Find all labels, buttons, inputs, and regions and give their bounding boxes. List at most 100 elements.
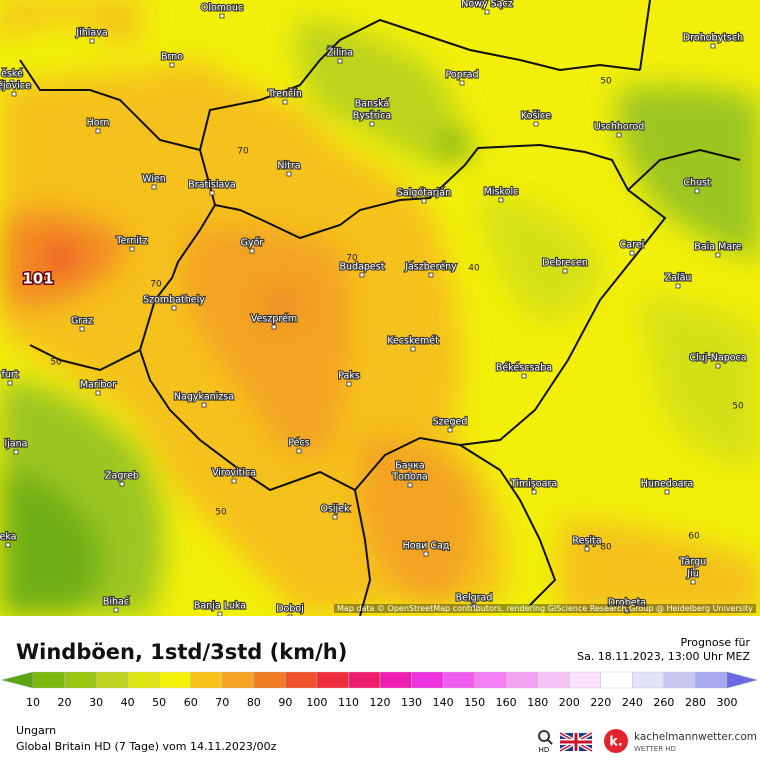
city-dot <box>715 252 721 258</box>
legend-label: 160 <box>496 696 517 709</box>
city-label: Nagykanizsa <box>174 392 234 403</box>
city-label: Košice <box>521 111 551 122</box>
city-label: furt <box>2 370 19 381</box>
city-label: Bratislava <box>188 180 235 191</box>
city-dot <box>209 190 215 196</box>
legend-swatch <box>632 671 665 689</box>
city-label: Бачка <box>395 461 425 472</box>
city-dot <box>584 546 590 552</box>
search-icon[interactable] <box>538 730 550 742</box>
city-label: Bystrica <box>353 111 391 122</box>
city-label: Wien <box>142 174 166 185</box>
search-icon-handle <box>547 739 553 745</box>
city-dot <box>447 427 453 433</box>
city-dot <box>407 471 413 477</box>
contour-label: 50 <box>600 77 612 87</box>
city-dot <box>287 614 293 616</box>
uk-flag[interactable] <box>559 731 593 753</box>
legend-label: 40 <box>121 696 135 709</box>
city-dot <box>410 346 416 352</box>
city-label: Horn <box>87 118 110 129</box>
city-dot <box>675 283 681 289</box>
city-dot <box>562 268 568 274</box>
legend-swatch <box>695 671 728 689</box>
legend-swatch <box>222 671 255 689</box>
city-label: ějovice <box>0 81 31 92</box>
city-label: Drobeta <box>608 598 646 609</box>
legend-label: 90 <box>278 696 292 709</box>
city-label: Poprad <box>446 70 479 81</box>
city-label: Salgótarján <box>397 188 451 199</box>
legend-label: 260 <box>653 696 674 709</box>
city-dot <box>521 373 527 379</box>
city-dot <box>9 79 15 85</box>
city-label: Pécs <box>288 438 309 449</box>
city-label: Carei <box>620 240 645 251</box>
legend-swatch <box>32 671 65 689</box>
city-label: Reșița <box>572 536 601 547</box>
city-dot <box>231 478 237 484</box>
city-dot <box>369 121 375 127</box>
city-label: Zalău <box>665 273 692 284</box>
legend-label: 60 <box>184 696 198 709</box>
city-label: Doboj <box>276 604 304 615</box>
legend-swatch <box>95 671 128 689</box>
city-dot <box>664 489 670 495</box>
city-dot <box>369 109 375 115</box>
city-label: Banská <box>355 99 389 110</box>
city-label: Uschhorod <box>594 122 645 133</box>
contour-label: 101 <box>22 270 53 288</box>
contour-label-layer: 101 50 70 70 70 40 50 50 50 60 80 <box>21 77 744 553</box>
legend-swatch <box>411 671 444 689</box>
city-dot <box>428 272 434 278</box>
city-dot <box>421 198 427 204</box>
city-label: Тополa <box>391 472 428 483</box>
legend-swatch <box>190 671 223 689</box>
city-dot <box>129 246 135 252</box>
city-label: Jiu <box>686 569 698 580</box>
city-dot <box>616 132 622 138</box>
city-label: ěské <box>1 69 23 80</box>
contour-label: 50 <box>215 508 227 518</box>
city-label: Chust <box>683 178 711 189</box>
legend-label: 150 <box>464 696 485 709</box>
contour-label: 70 <box>237 147 249 157</box>
city-dot <box>201 402 207 408</box>
city-label: Banja Luka <box>194 601 246 612</box>
city-label: Graz <box>71 316 93 327</box>
legend-swatch <box>569 671 602 689</box>
city-label: Szombathely <box>143 295 205 306</box>
city-label: Jihlava <box>75 28 107 39</box>
city-dot <box>715 363 721 369</box>
city-dot <box>217 611 223 616</box>
legend-swatch <box>600 671 633 689</box>
legend-swatch <box>379 671 412 689</box>
legend-label: 80 <box>247 696 261 709</box>
city-label: Miskolc <box>484 187 519 198</box>
city-dot <box>7 380 13 386</box>
city-dot <box>219 13 225 19</box>
city-label: Békéscsaba <box>496 363 552 374</box>
city-label: Zagreb <box>105 471 139 482</box>
city-label: Cluj-Napoca <box>689 353 746 364</box>
legend-swatch <box>348 671 381 689</box>
contour-label: 40 <box>468 264 480 274</box>
city-label: Nitra <box>277 161 300 172</box>
city-label: Debrecen <box>542 258 588 269</box>
city-label: Budapest <box>340 262 385 273</box>
legend-label: 110 <box>338 696 359 709</box>
region: Ungarn <box>16 724 57 737</box>
contour-label: 70 <box>346 254 358 264</box>
city-dot <box>690 567 696 573</box>
city-dot <box>498 197 504 203</box>
city-dot <box>79 326 85 332</box>
city-dot <box>89 38 95 44</box>
legend-label: 30 <box>89 696 103 709</box>
contour-label: 50 <box>50 358 62 368</box>
legend-arrow-right <box>726 671 758 689</box>
city-label: Timișoara <box>510 479 557 490</box>
legend-label: 220 <box>590 696 611 709</box>
legend-label: 20 <box>58 696 72 709</box>
map-attribution: Map data © OpenStreetMap contributors, r… <box>334 604 756 613</box>
city-dot <box>113 607 119 613</box>
